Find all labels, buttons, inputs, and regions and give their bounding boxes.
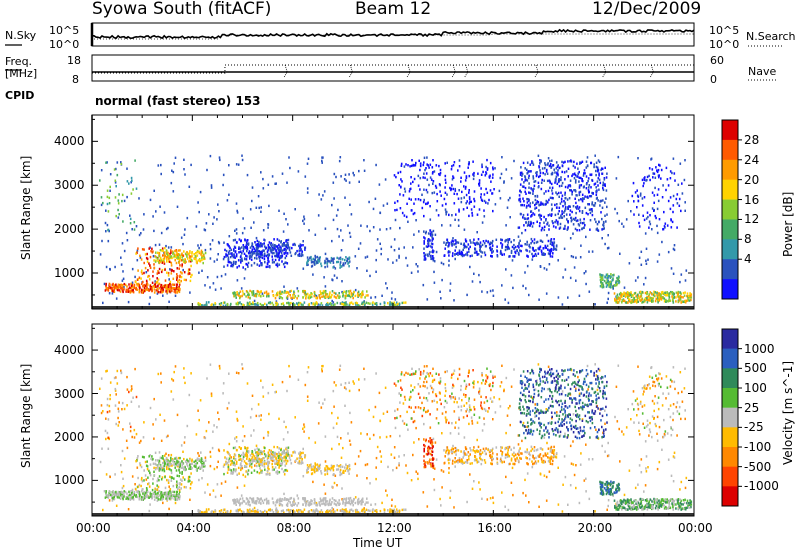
xtick-label-5: 20:00: [577, 521, 613, 535]
colorbar-label-velocity-7: -1000: [744, 479, 779, 494]
colorbar-title-power: Power [dB]: [781, 191, 795, 257]
nsky-tick-top: 10^5: [49, 24, 80, 37]
ytick-label-velocity-0: 1000: [54, 473, 85, 488]
colorbar-label-velocity-5: -100: [744, 440, 772, 454]
ytick-label-power-2: 3000: [54, 178, 85, 193]
freq-label-1: Freq.: [5, 55, 33, 68]
colorbar-swatch-velocity-3: [722, 388, 738, 408]
colorbar-label-power-3: 16: [744, 192, 760, 207]
ytick-label-velocity-1: 2000: [54, 429, 85, 444]
colorbar-label-power-5: 8: [744, 232, 752, 247]
colorbar-swatch-power-1: [722, 139, 738, 161]
colorbar-frame-power: [721, 119, 739, 300]
ytick-label-power-1: 2000: [54, 222, 85, 237]
xtick-label-6: 00:00: [678, 521, 713, 535]
ytick-label-velocity-3: 4000: [54, 343, 85, 358]
xlabel: Time UT: [353, 536, 403, 550]
nsearch-label: N.Search: [746, 30, 796, 43]
colorbar-title-velocity: Velocity [m s^-1]: [781, 360, 795, 465]
colorbar-label-velocity-3: 25: [744, 400, 760, 415]
scatter-velocity: [99, 363, 693, 514]
colorbar-label-power-2: 20: [744, 172, 760, 187]
nave-label: Nave: [748, 65, 777, 78]
beam-title: Beam 12: [355, 0, 432, 19]
colorbar-swatch-power-6: [722, 239, 738, 260]
xtick-label-3: 12:00: [377, 521, 412, 535]
nave-dip-6: [602, 64, 607, 78]
nave-dip-7: [650, 64, 654, 78]
colorbar-label-velocity-2: 100: [744, 381, 767, 395]
colorbar-swatch-velocity-8: [722, 486, 738, 507]
ytick-label-power-0: 1000: [54, 266, 85, 280]
colorbar-swatch-velocity-0: [722, 329, 738, 349]
date-title: 12/Dec/2009: [592, 0, 702, 19]
freq-tick-top: 18: [67, 54, 81, 67]
freq-tick-bottom: 8: [72, 73, 79, 86]
colorbar-swatch-velocity-2: [722, 368, 738, 389]
colorbar-swatch-velocity-7: [722, 466, 738, 487]
frame-velocity: [91, 323, 695, 517]
nave-dip-2: [406, 64, 411, 78]
colorbar-label-power-4: 12: [744, 212, 760, 227]
nave-dip-1: [349, 64, 353, 78]
cpid-label: CPID: [5, 89, 35, 102]
colorbar-label-power-6: 4: [744, 252, 752, 267]
scatter-power: [99, 154, 693, 307]
ytick-label-power-3: 4000: [54, 134, 85, 149]
colorbar-swatch-velocity-6: [722, 447, 738, 467]
ytick-label-velocity-2: 3000: [54, 386, 85, 401]
colorbar-swatch-velocity-5: [722, 427, 738, 448]
xtick-label-4: 16:00: [477, 521, 512, 535]
colorbar-label-velocity-1: 500: [744, 361, 767, 376]
colorbar-swatch-power-4: [722, 199, 738, 220]
ylabel-power: Slant Range [km]: [19, 155, 33, 260]
nsearch-tick-top: 10^5: [709, 24, 740, 37]
nsky-line: [91, 28, 695, 40]
colorbar-swatch-velocity-1: [722, 348, 738, 369]
nave-line: [92, 64, 694, 74]
nave-dip-5: [534, 64, 539, 78]
frame-power: [91, 114, 695, 310]
freq-label-2: [MHz]: [5, 67, 38, 80]
nave-dip-3: [451, 64, 456, 78]
colorbar-label-power-1: 24: [744, 152, 760, 167]
radar-title: Syowa South (fitACF): [92, 0, 272, 19]
xtick-label-0: 00:00: [76, 521, 111, 535]
xtick-label-2: 08:00: [276, 521, 312, 535]
nave-dip-4: [464, 64, 469, 78]
colorbar-swatch-power-8: [722, 279, 738, 300]
colorbar-swatch-power-5: [722, 219, 738, 240]
nave-tick-top: 60: [710, 54, 724, 67]
nsearch-tick-bottom: 10^0: [709, 38, 740, 51]
colorbar-swatch-velocity-4: [722, 407, 738, 428]
nave-tick-bottom: 0: [710, 73, 717, 86]
nave-dip-0: [283, 64, 288, 78]
colorbar-swatch-power-0: [722, 120, 738, 141]
cpid-value: normal (fast stereo) 153: [95, 94, 261, 108]
colorbar-label-power-0: 28: [744, 132, 760, 147]
colorbar-label-velocity-4: -25: [744, 420, 764, 435]
colorbar-swatch-power-3: [722, 179, 738, 200]
colorbar-frame-velocity: [721, 328, 739, 507]
nsearch-line: [91, 33, 694, 40]
colorbar-label-velocity-0: 1000: [744, 341, 775, 356]
nsky-tick-bottom: 10^0: [49, 38, 80, 51]
ylabel-velocity: Slant Range [km]: [19, 363, 33, 468]
colorbar-swatch-power-2: [722, 159, 738, 180]
colorbar-label-velocity-6: -500: [744, 459, 772, 474]
nsky-label: N.Sky: [5, 29, 37, 42]
colorbar-swatch-power-7: [722, 259, 738, 280]
xtick-label-1: 04:00: [176, 521, 211, 535]
freq-panel-frame: [91, 54, 695, 82]
